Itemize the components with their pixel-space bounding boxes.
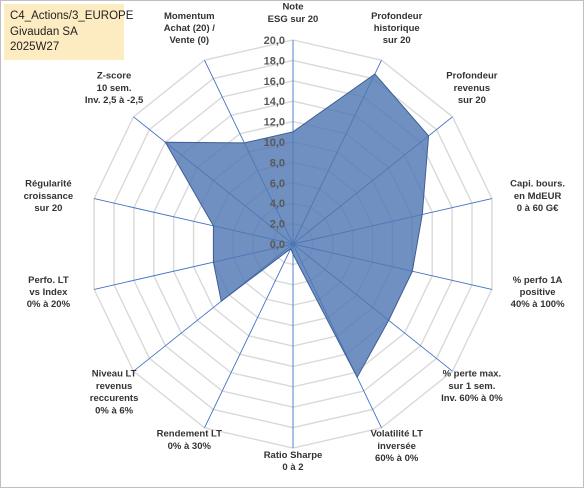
tick-label-9: 18,0 [264,55,285,67]
tick-label-6: 12,0 [264,117,285,129]
tick-label-1: 2,0 [270,219,285,231]
series-area [165,74,428,377]
axis-label-5: % perte max.sur 1 sem.Inv. 60% à 0% [441,369,503,404]
tick-label-0: 0,0 [270,239,285,251]
tick-label-4: 8,0 [270,157,285,169]
tick-label-10: 20,0 [264,35,285,47]
tick-label-5: 10,0 [264,137,285,149]
tick-label-3: 6,0 [270,178,285,190]
tick-label-2: 4,0 [270,198,285,210]
tick-label-7: 14,0 [264,96,285,108]
tick-label-8: 16,0 [264,76,285,88]
radar-series [165,74,428,377]
